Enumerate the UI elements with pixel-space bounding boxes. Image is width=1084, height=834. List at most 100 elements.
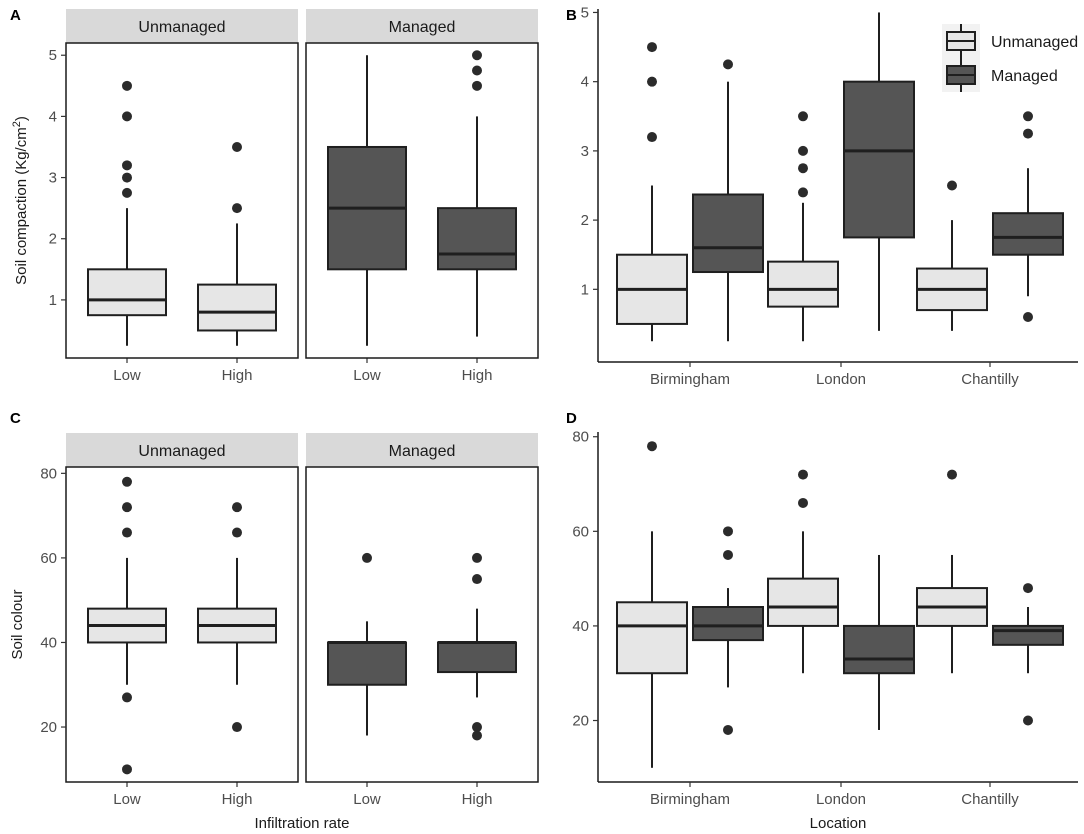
panel-C-facet-unmanaged-low-outlier-1: [122, 692, 132, 703]
panel-D-chantilly-unmanaged-outlier-0: [947, 469, 957, 480]
panel-C-facet-unmanaged-high-outlier-2: [232, 502, 242, 513]
panel-A-facet-unmanaged-low-outlier-1: [122, 172, 132, 183]
panel-A: A Unmanaged Low High 1 2 3 4 5 Managed Low High Soil…: [10, 7, 539, 384]
panel-A-facet-unmanaged-low-outlier-4: [122, 80, 132, 91]
panel-A-facet-unmanaged-x-tick-label: High: [222, 367, 253, 384]
panel-C-y-tick-label: 40: [40, 634, 57, 651]
panel-D-birmingham-unmanaged-box: [616, 441, 688, 768]
panel-C-facet-managed-strip: [306, 433, 538, 467]
panel-B-legend: Unmanaged Managed: [942, 24, 1078, 92]
legend-label-managed: Managed: [991, 68, 1058, 85]
panel-C-facet-unmanaged-strip: [66, 433, 298, 467]
panel-A-facet-unmanaged: Unmanaged Low High: [65, 9, 299, 384]
panel-A-facet-unmanaged-low-outlier-2: [122, 160, 132, 171]
panel-B-y-tick-label: 4: [581, 74, 589, 91]
legend-key-unmanaged: [942, 24, 980, 58]
panel-A-facet-unmanaged-border: [65, 42, 299, 359]
panel-A-facet-unmanaged-high-iqr-rect: [197, 283, 277, 332]
panel-A-facet-managed-strip-label: Managed: [389, 19, 456, 36]
panel-B-y-tick-label: 5: [581, 4, 589, 21]
panel-C-facet-managed-low-iqr-rect: [327, 641, 407, 686]
panel-A-facet-managed-strip: [306, 9, 538, 43]
panel-C-facet-unmanaged-low-outlier-0: [122, 764, 132, 775]
panel-D-london-unmanaged-box: [767, 469, 839, 674]
panel-C-y-tick-label: 20: [40, 719, 57, 736]
panel-A-tag: A: [10, 7, 21, 24]
panel-C-facet-managed-border: [305, 466, 539, 783]
panel-C-facet-managed-high-outlier-0: [472, 730, 482, 741]
panel-B-chantilly-unmanaged-outlier-0: [947, 180, 957, 191]
panel-D-london-unmanaged-outlier-0: [798, 497, 808, 508]
panel-B-birmingham-managed-outlier-0: [723, 59, 733, 70]
panel-D-x-tick-label: London: [816, 791, 866, 808]
panel-A-facet-unmanaged-low-outlier-3: [122, 111, 132, 122]
panel-B-birmingham-unmanaged-outlier-0: [647, 132, 657, 143]
panel-A-y-axis-title-sup: 2: [11, 121, 23, 127]
panel-D-chantilly-unmanaged-box: [916, 469, 988, 674]
panel-D-y-tick-label: 80: [572, 429, 589, 446]
panel-C-facet-managed-x-tick-label: High: [462, 791, 493, 808]
panel-D: D 20 40 60 80 Birmingham London Chantilly Locati…: [566, 410, 1078, 832]
panel-A-facet-managed-x-tick-label: Low: [353, 367, 381, 384]
panel-D-chantilly-managed-outlier-1: [1023, 583, 1033, 594]
panel-A-facet-managed-x-tick-label: High: [462, 367, 493, 384]
panel-A-facet-managed-high-box: [437, 50, 517, 337]
panel-C-facet-unmanaged-high-outlier-1: [232, 527, 242, 538]
panel-A-facet-unmanaged-low-outlier-0: [122, 187, 132, 198]
panel-B-london-unmanaged-outlier-0: [798, 187, 808, 198]
panel-B-london-unmanaged-outlier-2: [798, 145, 808, 156]
panel-D-london-managed-iqr-rect: [843, 624, 915, 675]
panel-A-facet-managed-high-outlier-0: [472, 80, 482, 91]
panel-B-london-unmanaged-outlier-3: [798, 111, 808, 122]
panel-D-tag: D: [566, 410, 577, 427]
panel-B-birmingham-unmanaged-box: [616, 42, 688, 342]
panel-B-x-tick-label: Birmingham: [650, 371, 730, 388]
panel-C-facet-unmanaged-x-tick-label: Low: [113, 791, 141, 808]
panel-D-birmingham-unmanaged-outlier-0: [647, 441, 657, 452]
panel-B-london-unmanaged-iqr-rect: [767, 260, 839, 308]
panel-A-facet-managed-high-iqr-rect: [437, 207, 517, 271]
panel-A-y-tick-label: 2: [49, 231, 57, 248]
panel-C-facet-managed-high-outlier-3: [472, 552, 482, 563]
panel-B-chantilly-managed-outlier-2: [1023, 111, 1033, 122]
panel-C-facet-managed-x-tick-label: Low: [353, 791, 381, 808]
panel-A-facet-unmanaged-low-iqr-rect: [87, 268, 167, 317]
panel-B-birmingham-unmanaged-outlier-1: [647, 76, 657, 87]
panel-C-facet-managed-high-outlier-1: [472, 722, 482, 733]
panel-B-y-tick-label: 2: [581, 212, 589, 229]
panel-B-birmingham-managed-box: [692, 59, 764, 342]
panel-D-birmingham-managed-outlier-2: [723, 526, 733, 537]
panel-B: B 1 2 3 4 5 Birmingham London Chantilly Unmanaged…: [566, 4, 1078, 388]
panel-B-chantilly-managed-outlier-0: [1023, 312, 1033, 323]
panel-C-facet-managed-high-box: [437, 552, 517, 741]
panel-B-birmingham-managed-iqr-rect: [692, 193, 764, 274]
panel-B-x-tick-label: Chantilly: [961, 371, 1019, 388]
legend-label-unmanaged: Unmanaged: [991, 34, 1078, 51]
panel-B-chantilly-managed-box: [992, 111, 1064, 323]
panel-A-facet-managed-high-outlier-1: [472, 65, 482, 76]
panel-B-chantilly-unmanaged-box: [916, 180, 988, 331]
panel-A-y-axis-title-close: ): [13, 116, 30, 121]
panel-A-y-tick-label: 4: [49, 108, 57, 125]
panel-C-facet-unmanaged-low-outlier-4: [122, 476, 132, 487]
panel-C-tag: C: [10, 410, 21, 427]
panel-C-y-tick-label: 60: [40, 550, 57, 567]
panel-B-chantilly-managed-iqr-rect: [992, 212, 1064, 256]
panel-D-x-tick-label: Birmingham: [650, 791, 730, 808]
panel-C-facet-managed-high-outlier-2: [472, 574, 482, 585]
panel-D-birmingham-managed-iqr-rect: [692, 606, 764, 642]
panel-B-chantilly-managed-outlier-1: [1023, 128, 1033, 139]
panel-B-london-unmanaged-outlier-1: [798, 163, 808, 174]
panel-C-facet-managed-low-outlier-0: [362, 552, 372, 563]
panel-A-y-tick-label: 1: [49, 292, 57, 309]
panel-A-facet-unmanaged-low-box: [87, 80, 167, 346]
panel-A-facet-managed-low-box: [327, 55, 407, 346]
panel-D-birmingham-managed-outlier-0: [723, 724, 733, 735]
panel-B-x-tick-label: London: [816, 371, 866, 388]
panel-D-birmingham-managed-box: [692, 526, 764, 735]
panel-A-facet-managed: Managed Low High: [305, 9, 539, 384]
panel-C-facet-unmanaged-border: [65, 466, 299, 783]
panel-A-facet-unmanaged-high-box: [197, 141, 277, 346]
panel-A-facet-unmanaged-x-tick-label: Low: [113, 367, 141, 384]
panel-A-facet-unmanaged-strip-label: Unmanaged: [138, 19, 225, 36]
